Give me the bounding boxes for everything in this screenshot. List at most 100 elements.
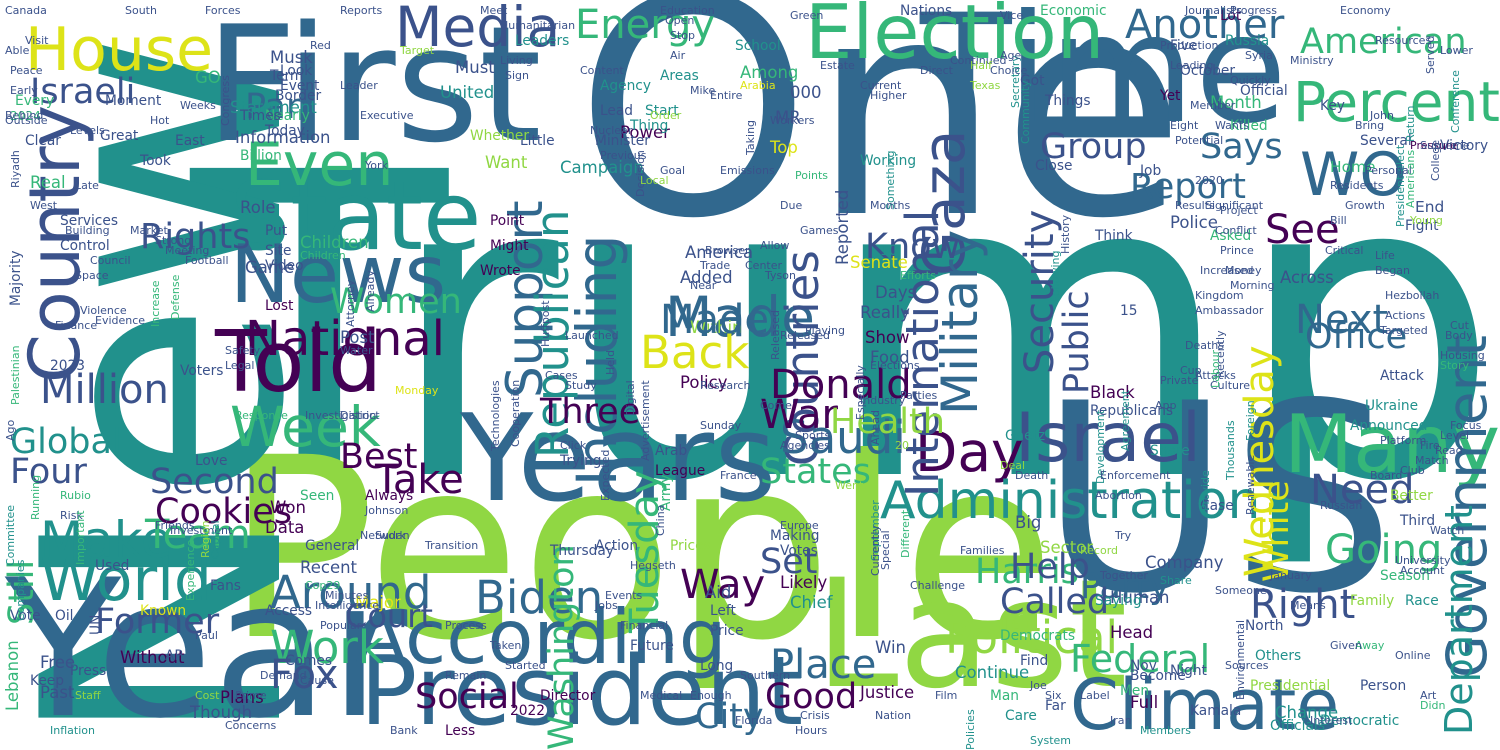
- word: Take: [375, 457, 464, 503]
- word: Case: [1200, 498, 1234, 514]
- word: AP: [165, 648, 183, 664]
- word: Canada: [5, 4, 47, 17]
- word: Best: [340, 437, 418, 477]
- word: First: [205, 0, 542, 178]
- word: Agency: [600, 78, 652, 94]
- word: Used: [95, 558, 130, 574]
- word: Job: [1140, 163, 1162, 179]
- word: Families: [960, 544, 1005, 557]
- word: Even: [245, 130, 394, 200]
- word: Able: [5, 44, 30, 57]
- word: Ministry: [1290, 54, 1334, 67]
- word: Comes: [285, 653, 333, 669]
- word: Pressure: [1410, 139, 1457, 152]
- word: Department: [1437, 505, 1481, 735]
- word: Significant: [1205, 199, 1264, 212]
- word: Biden: [475, 571, 604, 624]
- word: Far: [1045, 698, 1066, 714]
- word: Popular: [320, 619, 362, 632]
- word: Term: [270, 68, 304, 84]
- word: Goal: [660, 164, 686, 177]
- word: Food: [870, 348, 910, 367]
- word: Without: [120, 648, 185, 667]
- word: Outside: [5, 114, 48, 127]
- word: States: [760, 452, 871, 492]
- word: Show: [865, 328, 910, 347]
- word: Target: [400, 44, 435, 57]
- word: Remain: [445, 669, 487, 682]
- word: Previous: [600, 149, 647, 162]
- word: Emissions: [720, 164, 775, 177]
- word: Parties: [900, 389, 938, 402]
- word: Lost: [265, 298, 294, 314]
- word: Released: [780, 329, 830, 342]
- word: Response: [235, 409, 288, 422]
- word: Cut: [1450, 319, 1469, 332]
- word: Saying: [1095, 593, 1142, 609]
- word: Defense: [169, 274, 182, 320]
- word: Policy: [680, 373, 728, 392]
- word: Study: [565, 379, 597, 392]
- word: Team: [145, 512, 251, 558]
- word: Health: [830, 402, 945, 442]
- word: Director: [540, 688, 596, 704]
- word: MR: [775, 108, 801, 127]
- word: Times: [240, 108, 281, 124]
- word: Abortion: [1095, 489, 1142, 502]
- word: Access: [265, 603, 313, 619]
- word: Palestinian: [9, 345, 22, 405]
- word: UN: [88, 614, 104, 635]
- word: Americans: [1404, 149, 1417, 208]
- word: Many: [1284, 398, 1500, 491]
- word: Medical: [640, 689, 683, 702]
- word: Cup: [1180, 364, 1202, 377]
- word: Agencies: [780, 439, 830, 452]
- word: 2020: [1195, 174, 1223, 187]
- word: Held: [604, 349, 617, 375]
- word: Vote: [10, 608, 41, 624]
- word: Body: [1445, 329, 1473, 342]
- word: Moment: [105, 93, 162, 109]
- word: Site: [265, 243, 292, 259]
- word: Administration: [880, 471, 1261, 531]
- word: Things: [1045, 93, 1091, 109]
- word: Ahead: [869, 410, 882, 445]
- word: Monday: [395, 384, 439, 397]
- word: Johnson: [365, 504, 409, 517]
- word: Close: [1035, 158, 1073, 174]
- word: Friends: [155, 519, 195, 532]
- word: Third: [1400, 513, 1436, 529]
- word: Action: [595, 538, 639, 554]
- word: Future: [630, 638, 674, 654]
- word: China: [654, 504, 667, 536]
- word: Second: [150, 462, 279, 502]
- word: Renewable: [1244, 454, 1257, 515]
- word: Working: [860, 153, 917, 169]
- word: Personal: [1365, 164, 1412, 177]
- word: Half: [970, 59, 992, 72]
- word: Label: [1080, 689, 1110, 702]
- word: Oil: [55, 608, 74, 624]
- word: Got: [1020, 73, 1045, 89]
- word: Three: [540, 392, 641, 432]
- word: Staff: [75, 689, 101, 702]
- word: Current: [860, 79, 902, 92]
- word: Someone: [1215, 584, 1267, 597]
- word: Eight: [1170, 119, 1199, 132]
- word: Match: [1415, 454, 1449, 467]
- word: Make: [40, 511, 172, 569]
- word: Night: [1170, 663, 1207, 679]
- word: Southern: [740, 669, 791, 682]
- word: Climate: [1070, 664, 1340, 746]
- word: Sector: [1040, 538, 1094, 557]
- word: America: [685, 243, 754, 262]
- word: Agreement: [1119, 389, 1132, 451]
- word: Sports: [795, 429, 831, 442]
- word: Israel: [1015, 399, 1201, 478]
- word: Gaetz: [1005, 428, 1046, 444]
- word: Every: [15, 93, 55, 109]
- word: Season: [1380, 568, 1430, 584]
- word: Age: [1000, 49, 1022, 62]
- word: History: [1059, 214, 1072, 254]
- word: Today: [265, 123, 305, 139]
